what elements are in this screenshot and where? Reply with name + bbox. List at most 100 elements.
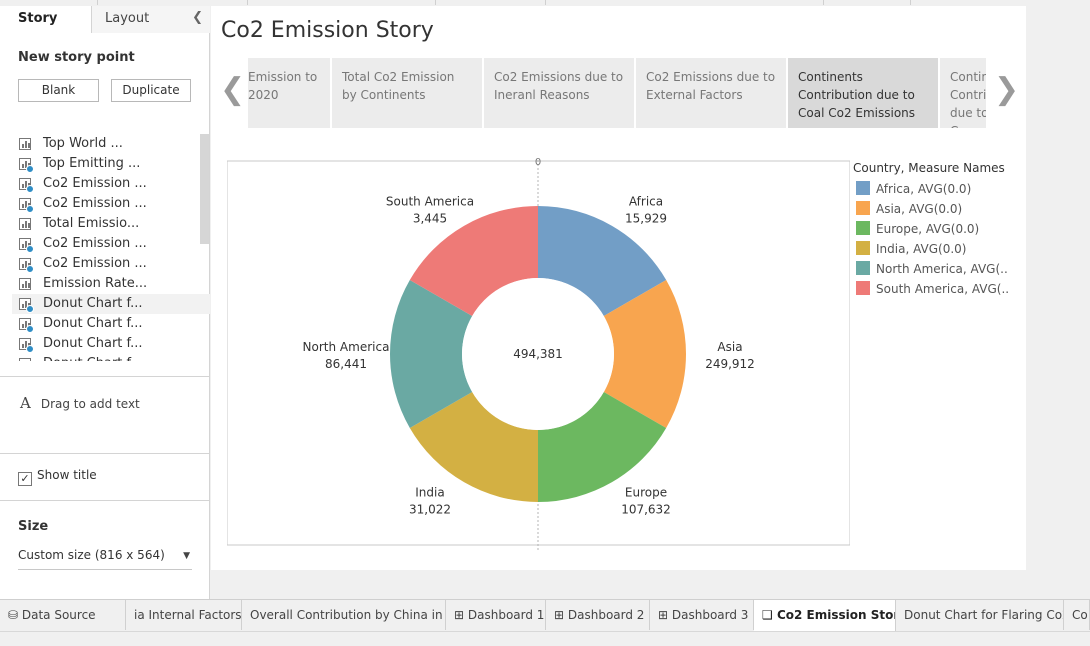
blank-button[interactable]: Blank [18, 79, 99, 102]
next-point-icon[interactable]: ❯ [994, 72, 1020, 107]
story-pane: Story Layout ❮ New story point Blank Dup… [0, 6, 210, 599]
sheet-used-icon [26, 345, 34, 353]
donut-slice-south-america[interactable] [409, 206, 538, 316]
divider [0, 500, 210, 501]
sheet-tab[interactable]: ia Internal Factors [126, 600, 242, 630]
donut-slice-india[interactable] [409, 392, 538, 502]
legend-label: South America, AVG(.. [876, 282, 1010, 296]
sheet-tab[interactable]: Co [1064, 600, 1090, 630]
data-source-icon: ⛁ [8, 608, 22, 622]
divider [0, 376, 210, 377]
sheet-tab-label: Co2 Emission Story [776, 608, 896, 622]
sheet-used-icon [26, 205, 34, 213]
show-title-checkbox[interactable]: ✓ [18, 472, 32, 486]
axis-tick-label: 0 [535, 157, 541, 168]
story-navigator: Emission to 2020 Total Co2 Emission by Co… [248, 58, 986, 128]
legend-item[interactable]: Asia, AVG(0.0) [853, 199, 1023, 219]
sheet-name: Total Emissio... [43, 216, 140, 231]
slice-label: India 31,022 [409, 485, 451, 516]
sheet-tab-label: Dashboard 3 [671, 608, 749, 622]
sheet-tab[interactable]: ⛁ Data Source [0, 600, 126, 630]
legend-item[interactable]: Europe, AVG(0.0) [853, 219, 1023, 239]
drag-text-label: Drag to add text [40, 397, 140, 411]
story-icon: ❑ [762, 608, 777, 622]
sheet-icon [19, 278, 31, 290]
sheet-list-item[interactable]: Donut Chart f... [12, 314, 210, 334]
story-point-5[interactable]: Continents Contribution due to Coal Co2 … [788, 58, 938, 128]
tab-layout[interactable]: Layout [92, 6, 210, 33]
sheet-list-item[interactable]: Co2 Emission ... [12, 254, 210, 274]
legend-swatch [856, 281, 870, 295]
slice-label-value: 3,445 [413, 212, 447, 226]
story-point-6[interactable]: Continents Contribution due to Cement [940, 58, 986, 128]
sheet-list-item[interactable]: Co2 Emission ... [12, 194, 210, 214]
sheet-name: Co2 Emission ... [43, 256, 147, 271]
sheet-used-icon [26, 165, 34, 173]
slice-label-name: India [415, 485, 444, 499]
sheet-tab[interactable]: ⊞ Dashboard 2 [546, 600, 650, 630]
drag-text-item[interactable]: A Drag to add text [20, 394, 140, 412]
sheet-tab-label: Data Source [21, 608, 96, 622]
show-title-option[interactable]: ✓ Show title [18, 468, 97, 486]
story-point-4[interactable]: Co2 Emissions due to External Factors [636, 58, 786, 128]
slice-label-value: 31,022 [409, 502, 451, 516]
sheet-list-item[interactable]: Co2 Emission ... [12, 234, 210, 254]
sheet-name: Donut Chart f... [43, 296, 143, 311]
sheet-list-item[interactable]: Co2 Emission ... [12, 174, 210, 194]
sheet-list-item[interactable]: Donut Chart f... [12, 294, 210, 314]
collapse-pane-icon[interactable]: ❮ [192, 10, 203, 25]
legend-label: Africa, AVG(0.0) [876, 182, 972, 196]
sheet-name: Co2 Emission ... [43, 176, 147, 191]
sheet-tab-label: Overall Contribution by China in ... [250, 608, 446, 622]
legend-item[interactable]: India, AVG(0.0) [853, 239, 1023, 259]
sheet-tab[interactable]: ⊞ Dashboard 3 [650, 600, 754, 630]
legend-item[interactable]: Africa, AVG(0.0) [853, 179, 1023, 199]
sheet-name: Co2 Emission ... [43, 196, 147, 211]
sheet-tab[interactable]: ⊞ Dashboard 1 [446, 600, 546, 630]
pane-tabs: Story Layout ❮ [0, 6, 210, 33]
donut-slice-africa[interactable] [538, 206, 667, 316]
tab-story[interactable]: Story [0, 6, 92, 33]
legend-item[interactable]: North America, AVG(.. [853, 259, 1023, 279]
sheet-tab-label: ia Internal Factors [134, 608, 242, 622]
duplicate-button[interactable]: Duplicate [111, 79, 191, 102]
sheet-list: Top World ... Top Emitting ... Co2 Emissio… [12, 134, 210, 361]
sheet-list-item[interactable]: Emission Rate... [12, 274, 210, 294]
sheet-tab[interactable]: Overall Contribution by China in ... [242, 600, 446, 630]
size-dropdown[interactable]: Custom size (816 x 564) ▼ [18, 548, 192, 570]
donut-slice-north-america[interactable] [390, 280, 473, 428]
sheet-list-item[interactable]: Top Emitting ... [12, 154, 210, 174]
legend-item[interactable]: South America, AVG(.. [853, 279, 1023, 299]
sheet-name: Co2 Emission ... [43, 236, 147, 251]
sheet-tab-label: Dashboard 2 [567, 608, 645, 622]
sheet-name: Donut Chart f... [43, 316, 143, 331]
sheet-name: Top Emitting ... [43, 156, 141, 171]
sheet-name: Emission Rate... [43, 276, 148, 291]
sheet-tab-label: Co [1072, 608, 1088, 622]
sheet-name: Top World ... [43, 136, 123, 151]
story-point-1[interactable]: Emission to 2020 [248, 58, 330, 128]
donut-center-total: 494,381 [513, 347, 563, 361]
previous-point-icon[interactable]: ❮ [220, 72, 246, 107]
sheet-tab[interactable]: Donut Chart for Flaring Co2 [896, 600, 1064, 630]
sheet-list-item[interactable]: Donut Chart f... [12, 334, 210, 354]
donut-slice-asia[interactable] [603, 280, 686, 428]
sheet-used-icon [26, 265, 34, 273]
text-object-icon: A [20, 394, 31, 412]
sheet-list-item[interactable]: Total Emissio... [12, 214, 210, 234]
sheet-list-item[interactable]: Donut Chart f... [12, 354, 210, 361]
slice-label-value: 86,441 [325, 357, 367, 371]
sheet-icon [19, 358, 31, 361]
sheet-tab[interactable]: ❑ Co2 Emission Story [754, 600, 896, 631]
story-point-3[interactable]: Co2 Emissions due to Ineranl Reasons [484, 58, 634, 128]
donut-slice-europe[interactable] [538, 392, 667, 502]
dashboard-icon: ⊞ [658, 608, 672, 622]
slice-label: South America 3,445 [386, 195, 474, 226]
sheet-list-scrollbar[interactable] [200, 134, 209, 244]
story-point-2[interactable]: Total Co2 Emission by Continents [332, 58, 482, 128]
sheet-list-item[interactable]: Top World ... [12, 134, 210, 154]
divider [0, 453, 210, 454]
legend-label: India, AVG(0.0) [876, 242, 967, 256]
status-bar [0, 631, 1090, 646]
sheet-icon [19, 218, 31, 230]
